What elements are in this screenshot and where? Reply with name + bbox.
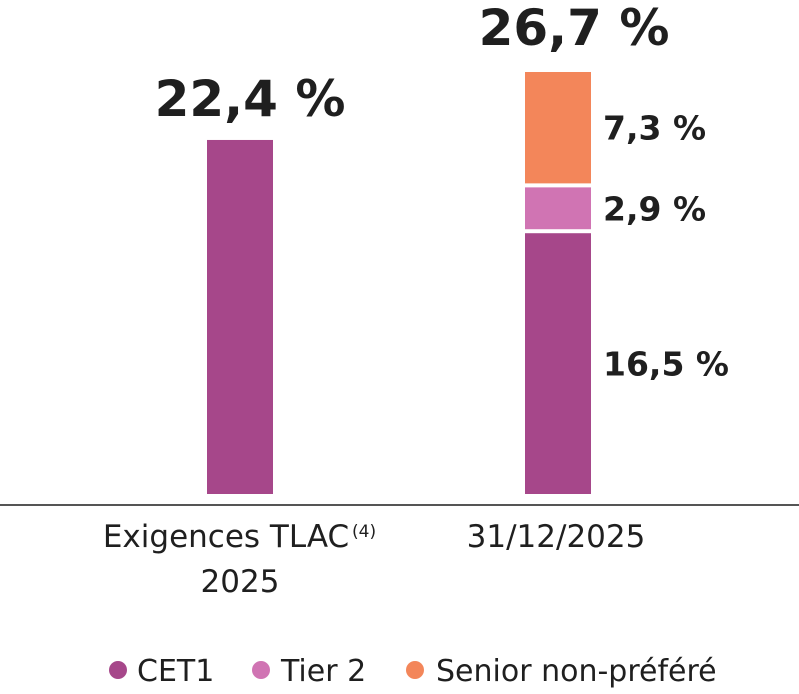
category-label-2025: 31/12/2025 [467, 519, 646, 555]
segment-labels: 16,5 % 2,9 % 7,3 % [603, 109, 729, 384]
legend-swatch-senior [406, 661, 424, 679]
segment-label-1-1: 2,9 % [603, 189, 706, 228]
legend-swatch-cet1 [109, 661, 127, 679]
legend-swatch-tier2 [252, 661, 270, 679]
segment-label-1-2: 7,3 % [603, 109, 706, 148]
category-label-tlac: Exigences TLAC [103, 519, 349, 555]
bar-1-cet1 [525, 233, 591, 494]
category-label-tlac-year: 2025 [201, 564, 280, 600]
bar-1-senior-non-pr-f-r- [525, 72, 591, 184]
total-label-2025: 26,7 % [479, 0, 670, 57]
legend: CET1 Tier 2 Senior non-préféré [109, 654, 717, 689]
legend-label-senior: Senior non-préféré [436, 654, 717, 689]
bar-0-cet1 [207, 139, 273, 495]
legend-label-cet1: CET1 [137, 654, 214, 689]
bars-group [207, 72, 591, 495]
legend-label-tier2: Tier 2 [280, 654, 366, 689]
category-label-tlac-footnote: (4) [352, 522, 376, 542]
total-label-tlac: 22,4 % [155, 70, 346, 128]
bar-1-tier-2 [525, 187, 591, 230]
segment-label-1-0: 16,5 % [603, 345, 729, 384]
